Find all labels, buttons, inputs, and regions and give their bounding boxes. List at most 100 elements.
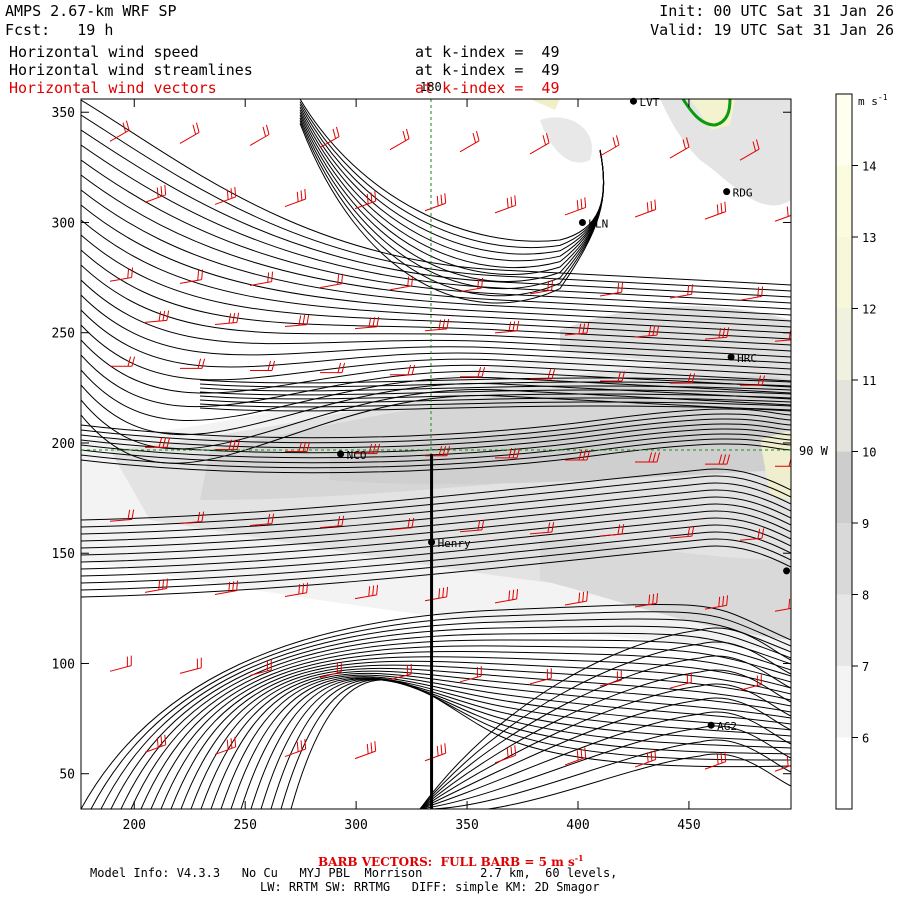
barb-flag <box>793 330 795 340</box>
barb-flag <box>131 509 135 520</box>
barb-flag <box>438 319 442 330</box>
barb-shaft <box>599 144 620 157</box>
barb-flag <box>438 588 441 599</box>
barb-shaft <box>774 764 791 772</box>
streamline <box>81 189 791 322</box>
barb-shaft <box>144 588 167 593</box>
barb-flag <box>472 133 477 143</box>
station-label: NCO <box>347 449 367 462</box>
barb-flag <box>436 195 439 207</box>
barb-flag <box>232 581 235 592</box>
barb-flag <box>306 441 311 452</box>
barb-flag <box>201 358 206 369</box>
streamline <box>81 489 791 542</box>
barb-flag <box>197 511 201 522</box>
barb-shaft <box>354 326 377 330</box>
colorbar-units: m s-1 <box>858 93 888 108</box>
barb-flag <box>156 187 159 198</box>
station-dot <box>723 188 731 196</box>
barb-flag <box>376 443 381 454</box>
barb-flag <box>306 582 309 593</box>
field-level-speed: at k-index = 49 <box>415 43 560 61</box>
field-level-vectors: at k-index = 49 <box>415 79 560 97</box>
streamline <box>260 678 791 809</box>
barb-flag <box>368 586 371 597</box>
barb-flag <box>337 516 341 527</box>
barb-shaft <box>249 134 270 146</box>
barb-flag <box>761 528 765 539</box>
barb-flag <box>687 373 692 384</box>
streamline <box>81 475 791 528</box>
barb-flag <box>724 751 727 762</box>
station-label: Henry <box>438 537 471 550</box>
barb-shaft <box>284 198 306 208</box>
station-label: HRC <box>737 352 757 365</box>
colorbar-label: 14 <box>862 160 876 174</box>
barb-flag <box>411 275 414 286</box>
barb-flag <box>296 741 299 752</box>
barb-flag <box>300 190 303 201</box>
barb-flag <box>656 452 661 463</box>
barb-flag <box>508 448 513 458</box>
barb-flag <box>578 450 583 461</box>
barb-flag <box>332 128 337 139</box>
colorbar-label: 12 <box>862 303 876 317</box>
barb-flag <box>682 139 687 150</box>
barb-flag <box>304 189 307 200</box>
streamline <box>419 669 791 809</box>
barb-flag <box>374 191 377 202</box>
streamline <box>81 234 791 340</box>
streamline <box>190 667 791 809</box>
barb-shaft <box>494 204 516 214</box>
barb-flag <box>621 371 626 382</box>
map-axes: 200 250 300 350 400 450 350 300 250 200 150 100 50 <box>52 99 791 833</box>
streamline <box>419 641 791 809</box>
barb-flag <box>197 270 200 281</box>
barb-shaft <box>494 330 517 334</box>
streamline <box>250 678 791 809</box>
streamline <box>199 405 791 412</box>
barb-flag <box>444 743 447 754</box>
barb-shaft <box>109 276 132 282</box>
barb-flag <box>368 443 373 454</box>
barb-flag <box>271 513 275 524</box>
parallel-label: 90 W <box>799 444 829 458</box>
barb-flag <box>726 327 730 338</box>
barb-flag <box>370 742 373 753</box>
y-tick-label: 100 <box>52 657 75 672</box>
x-tick-label: 350 <box>455 818 478 833</box>
streamline <box>81 413 791 444</box>
barb-flag <box>160 186 163 197</box>
wind-barbs <box>109 120 795 772</box>
streamline <box>270 679 791 809</box>
station-label: KLN <box>588 217 608 230</box>
streamline <box>81 204 791 328</box>
barb-shaft <box>144 194 166 203</box>
barb-flag <box>646 752 649 763</box>
y-tick-label: 300 <box>52 216 75 231</box>
barb-flag <box>158 437 163 448</box>
barb-flag <box>514 195 517 206</box>
streamline <box>81 174 791 316</box>
colorbar-label: 13 <box>862 231 876 245</box>
colorbar-segment <box>836 594 852 666</box>
streamline <box>419 725 791 809</box>
barb-flag <box>372 317 376 328</box>
barb-flag <box>788 330 791 341</box>
streamline <box>81 159 791 310</box>
x-tick-label: 250 <box>233 818 256 833</box>
streamline <box>199 401 791 408</box>
barb-flag <box>506 748 509 759</box>
colorbar-segment <box>836 308 852 380</box>
barb-flag <box>267 360 272 371</box>
field-name-vectors: Horizontal wind vectors <box>9 79 217 97</box>
barb-flag <box>547 280 550 291</box>
barb-flag <box>716 204 719 215</box>
barb-flag <box>376 584 379 595</box>
barb-flag <box>578 592 581 603</box>
streamline <box>110 625 791 809</box>
barb-shaft <box>459 140 480 153</box>
streamline <box>81 531 791 584</box>
barb-flag <box>687 526 691 537</box>
